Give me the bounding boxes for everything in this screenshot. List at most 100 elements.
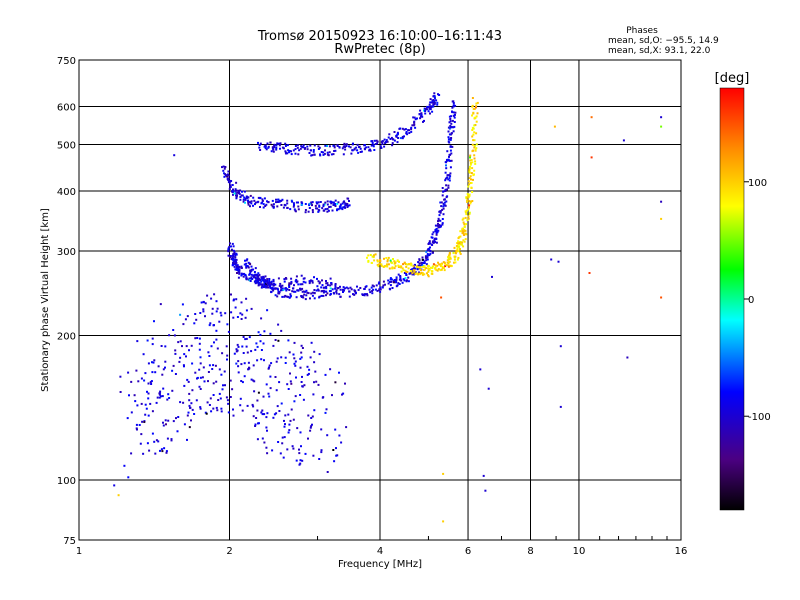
echo-point [174,349,177,352]
echo-point [273,145,276,147]
echo-point [244,197,247,200]
echo-point [429,112,431,115]
echo-point [420,261,423,264]
x-tick-label: 4 [377,546,383,557]
echo-point [302,144,305,147]
echo-point [370,144,373,147]
echo-point [335,292,338,295]
echo-point [228,181,231,184]
echo-point [287,295,289,298]
echo-point [266,284,269,287]
echo-point [386,258,389,261]
echo-point [333,146,336,149]
echo-point [322,286,325,289]
echo-point [471,167,474,170]
echo-point [367,260,370,263]
echo-point [190,402,193,405]
echo-point [412,265,415,268]
echo-point [268,279,271,282]
echo-point [452,114,455,117]
echo-point [181,303,184,306]
echo-point [425,267,428,270]
echo-point [348,290,351,293]
echo-point [338,146,341,149]
echo-point [155,439,158,442]
echo-point [199,376,202,379]
echo-point [300,351,303,354]
echo-point [271,449,274,452]
echo-point [459,252,462,255]
echo-point [316,202,319,205]
echo-point [162,424,165,427]
echo-point [399,276,402,279]
echo-point [151,343,154,346]
echo-point [228,245,231,248]
echo-point [263,145,266,148]
echo-point [306,291,309,294]
echo-point [261,437,264,440]
echo-point [270,280,273,283]
echo-point [448,174,451,177]
echo-point [254,423,257,426]
echo-point [267,392,270,395]
echo-point [447,256,450,259]
echo-point [396,131,399,134]
echo-point [300,296,303,298]
echo-point [461,218,464,221]
echo-point [264,275,267,278]
echo-point [262,277,265,280]
echo-point [297,208,300,211]
echo-point [414,126,417,129]
echo-point [262,395,265,398]
echo-point [374,253,377,256]
echo-point [288,429,291,432]
echo-point [425,250,428,253]
echo-point [233,260,236,263]
echo-point [232,299,235,302]
echo-point [441,208,444,211]
echo-point [423,265,426,268]
echo-point [230,293,232,296]
echo-point [472,112,475,115]
echo-point [468,194,471,197]
echo-point [393,281,395,284]
echo-point [153,440,156,443]
echo-point [237,268,240,271]
echo-point [210,297,213,300]
echo-point [292,149,295,152]
echo-point [294,280,297,283]
echo-point [248,272,251,275]
echo-point [308,152,311,154]
echo-point [119,375,122,378]
echo-point [339,295,342,298]
echo-point [469,163,472,166]
echo-point [291,200,294,203]
echo-point [162,421,164,424]
echo-point [165,450,168,453]
echo-point [330,282,333,284]
echo-point [164,360,167,363]
echo-point [318,295,321,298]
echo-point [285,152,288,155]
echo-point [408,129,410,132]
echo-point [387,279,390,282]
echo-point [267,146,270,149]
echo-point [328,145,331,148]
echo-point [325,282,328,285]
echo-point [329,284,332,287]
echo-point [463,226,466,229]
echo-point [244,198,247,201]
echo-point [294,152,297,155]
echo-point [403,272,406,274]
echo-point [299,147,302,150]
echo-point [436,101,439,104]
echo-point [301,287,304,290]
echo-point [119,391,122,393]
echo-point [336,145,339,147]
echo-point [226,358,228,361]
echo-point [441,222,444,225]
echo-point [470,159,473,161]
echo-point [259,197,262,200]
echo-point [227,411,230,414]
echo-point [343,142,346,145]
